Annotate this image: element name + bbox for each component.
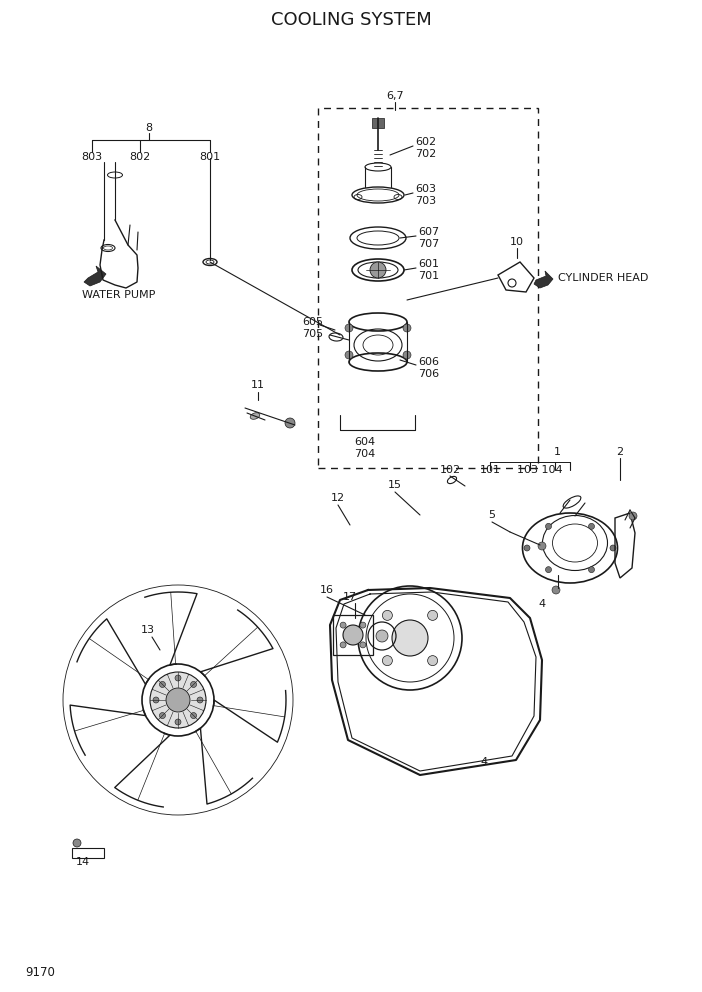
- Circle shape: [588, 524, 595, 530]
- Circle shape: [403, 351, 411, 359]
- Text: COOLING SYSTEM: COOLING SYSTEM: [271, 11, 431, 29]
- Text: 4: 4: [480, 757, 488, 767]
- Text: 9170: 9170: [25, 965, 55, 978]
- Circle shape: [538, 542, 546, 550]
- Circle shape: [360, 642, 366, 648]
- Text: 605
705: 605 705: [302, 316, 323, 339]
- Bar: [72, 848, 104, 858]
- Circle shape: [175, 675, 181, 681]
- Circle shape: [545, 524, 552, 530]
- Text: 802: 802: [129, 152, 151, 162]
- Circle shape: [370, 262, 386, 278]
- Circle shape: [340, 622, 346, 628]
- Text: 604
704: 604 704: [355, 436, 376, 459]
- Circle shape: [383, 656, 392, 666]
- Circle shape: [190, 682, 197, 687]
- Circle shape: [360, 622, 366, 628]
- Text: 803: 803: [81, 152, 102, 162]
- Circle shape: [588, 566, 595, 572]
- Text: 11: 11: [251, 380, 265, 390]
- Text: 10: 10: [510, 237, 524, 247]
- Circle shape: [552, 586, 560, 594]
- Circle shape: [190, 712, 197, 718]
- Circle shape: [610, 545, 616, 551]
- Polygon shape: [84, 266, 106, 286]
- Circle shape: [428, 656, 437, 666]
- Circle shape: [376, 630, 388, 642]
- Text: 15: 15: [388, 480, 402, 490]
- Circle shape: [153, 697, 159, 703]
- Text: 6,7: 6,7: [386, 91, 404, 101]
- Circle shape: [285, 418, 295, 428]
- Circle shape: [159, 712, 166, 718]
- Circle shape: [345, 351, 353, 359]
- Text: 4: 4: [538, 599, 545, 609]
- Circle shape: [175, 719, 181, 725]
- Circle shape: [340, 642, 346, 648]
- Circle shape: [629, 512, 637, 520]
- Circle shape: [343, 625, 363, 645]
- Circle shape: [166, 688, 190, 712]
- Text: 16: 16: [320, 585, 334, 595]
- Text: 5: 5: [489, 510, 496, 520]
- Circle shape: [159, 682, 166, 687]
- Circle shape: [197, 697, 203, 703]
- Text: 103 104: 103 104: [517, 465, 563, 475]
- Text: 801: 801: [199, 152, 220, 162]
- Circle shape: [545, 566, 552, 572]
- Circle shape: [428, 610, 437, 620]
- Circle shape: [524, 545, 530, 551]
- Text: 2: 2: [616, 447, 623, 457]
- Text: 12: 12: [331, 493, 345, 503]
- Text: 13: 13: [141, 625, 155, 635]
- Text: 606
706: 606 706: [418, 357, 439, 379]
- Text: 607
707: 607 707: [418, 227, 439, 249]
- Text: CYLINDER HEAD: CYLINDER HEAD: [558, 273, 649, 283]
- Text: 14: 14: [76, 857, 90, 867]
- Text: 602
702: 602 702: [415, 137, 436, 159]
- Circle shape: [150, 672, 206, 728]
- Ellipse shape: [250, 413, 260, 420]
- Text: 102: 102: [439, 465, 461, 475]
- Text: 603
703: 603 703: [415, 184, 436, 206]
- Bar: [333, 615, 373, 655]
- Text: 101: 101: [479, 465, 501, 475]
- Text: WATER PUMP: WATER PUMP: [82, 290, 155, 300]
- Polygon shape: [372, 118, 384, 128]
- Text: 8: 8: [145, 123, 152, 133]
- Polygon shape: [534, 271, 553, 288]
- Circle shape: [403, 324, 411, 332]
- Circle shape: [345, 324, 353, 332]
- Circle shape: [392, 620, 428, 656]
- Circle shape: [383, 610, 392, 620]
- Bar: [318, 108, 538, 468]
- Text: 17: 17: [343, 592, 357, 602]
- Text: 1: 1: [553, 447, 560, 457]
- Circle shape: [73, 839, 81, 847]
- Text: 601
701: 601 701: [418, 259, 439, 281]
